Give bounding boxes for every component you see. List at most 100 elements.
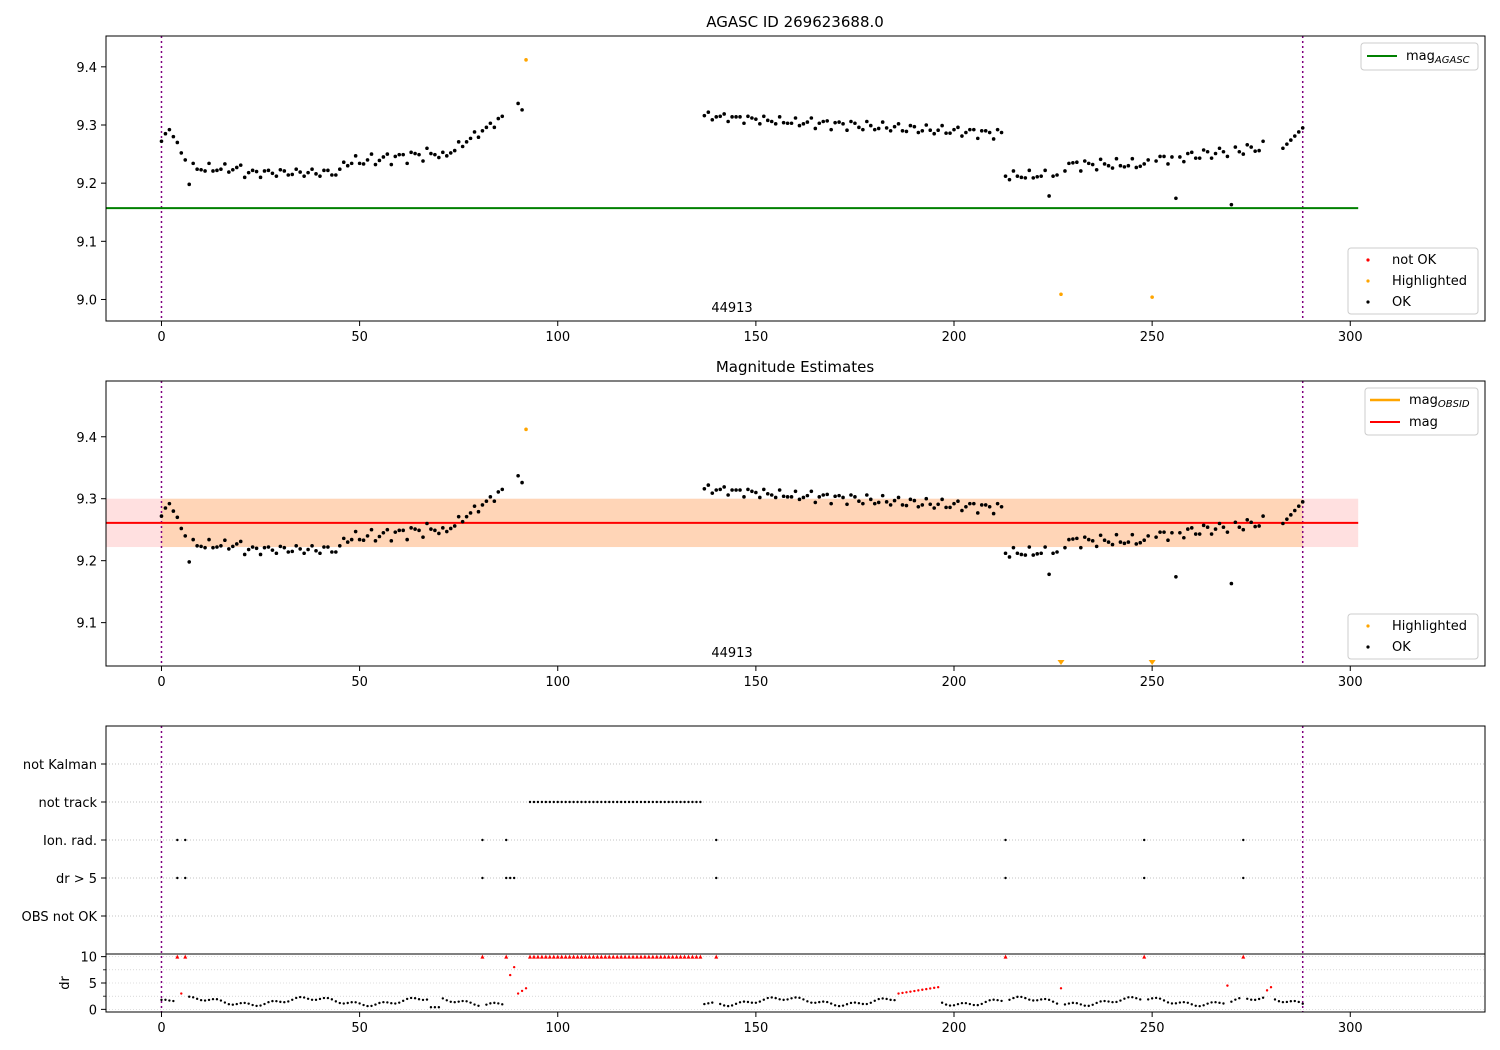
magnitude-ok-point [995,501,1000,506]
agasc-ok-point [1174,196,1178,201]
magnitude-ok-point [1197,532,1202,536]
dr-clipped-marker [528,954,533,959]
magnitude-ok-point [924,496,929,501]
agasc-ok-point [448,151,453,155]
agasc-ok-point [413,151,417,156]
magnitude-highlighted-point [524,427,528,432]
agasc-ok-point [1209,156,1214,160]
flag-dr-point [176,876,179,880]
magnitude-ok-point [516,473,520,478]
dr-point [346,1001,349,1005]
magnitude-ok-point [492,499,497,503]
agasc-ok-point [1292,134,1297,138]
dr-point [881,997,884,1000]
dr-clipped-marker [654,954,659,959]
x-tick-label: 200 [942,675,967,690]
dr-clipped-marker [591,954,596,959]
flag-dr-point [1004,876,1007,880]
magnitude-ok-point [337,544,342,548]
dr-point [770,996,773,999]
agasc-ok-point [865,119,869,124]
agasc-ok-point [266,168,271,173]
dr-point [1043,997,1047,1001]
agasc-ok-point [1079,169,1083,173]
agasc-ok-point [821,119,826,124]
agasc-ok-point [1229,202,1234,207]
dr-clipped-marker [611,954,616,959]
magnitude-ok-point [956,499,960,503]
magnitude-ok-point [476,509,481,514]
agasc-ok-point [845,128,849,133]
dr-clipped-marker [682,954,687,959]
agasc-ok-point [361,162,366,166]
dr-point [1123,997,1126,1000]
agasc-ok-point [369,152,374,156]
dr-point [826,1000,829,1004]
dr-point [520,989,524,993]
flag-not-track-point [643,800,647,804]
flag-not-track-point [619,800,623,804]
magnitude-ok-point [1142,538,1147,543]
agasc-ok-point [1047,194,1051,198]
flag-dr-point [512,876,516,880]
dr-point [1067,1002,1071,1005]
magnitude-ok-point [409,526,413,530]
agasc-ok-point [1138,164,1143,169]
legend-not-ok-label: not OK [1392,253,1437,268]
dr-point [893,998,896,1002]
dr-point [992,998,995,1001]
dr-point [1234,998,1237,1001]
magnitude-ok-point [1019,552,1024,557]
flag-not-track-point [667,800,670,804]
dr-point [211,997,215,1001]
dr-point [818,1000,821,1004]
dr-point [1079,1003,1083,1006]
flag-category-label: not track [38,796,97,811]
magnitude-ok-point [1106,540,1111,544]
agasc-ok-point [322,168,326,173]
magnitude-ok-point [1241,527,1246,532]
dr-point [279,1000,282,1004]
magnitude-ok-point [1118,540,1123,544]
flag-not-track-point [695,800,698,804]
magnitude-ok-point [1154,535,1158,539]
magnitude-ok-point [746,487,750,492]
dr-point [243,1001,246,1005]
x-tick-label: 100 [545,675,570,690]
dr-clipped-marker [666,954,671,959]
x-tick-label: 300 [1338,1021,1363,1036]
agasc-ok-point [769,119,774,124]
magnitude-ok-point [781,494,786,499]
dr-point [1024,996,1027,1000]
agasc-ok-point [1225,154,1230,159]
agasc-ok-point [242,175,247,180]
magnitude-ok-point [884,500,889,504]
magnitude-ok-point [1257,524,1261,528]
magnitude-ok-point [452,524,457,528]
x-tick-label: 0 [157,330,165,345]
magnitude-ok-point [385,527,390,532]
magnitude-ok-point [845,502,849,507]
magnitude-plot-area [106,381,1359,666]
dr-point [215,998,219,1001]
magnitude-ok-point [1205,525,1210,530]
agasc-ok-point [1003,174,1008,178]
magnitude-ok-point [991,511,996,516]
magnitude-ok-point [349,537,354,542]
agasc-ok-point [849,119,853,124]
magnitude-ok-point [1201,523,1206,528]
magnitude-ok-point [167,501,172,506]
agasc-ok-point [904,129,909,134]
flag-not-track-point [659,800,662,804]
dr-point [1174,1002,1178,1005]
dr-point [1293,999,1296,1003]
magnitude-ok-point [250,545,255,549]
dr-point [841,1004,845,1007]
agasc-ok-point [274,174,279,178]
agasc-ok-point [900,129,905,133]
agasc-ok-point [1213,151,1218,156]
agasc-ok-point [270,171,275,176]
agasc-ok-point [750,116,754,120]
agasc-ok-point [991,137,996,141]
magnitude-ok-point [1146,534,1150,538]
